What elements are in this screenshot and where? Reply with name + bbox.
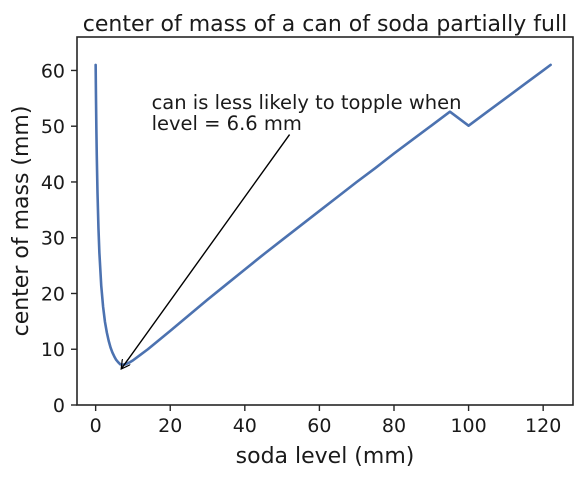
- annotation-line-1: can is less likely to topple when: [152, 91, 462, 114]
- x-tick-label: 120: [525, 415, 561, 437]
- y-tick-label: 10: [41, 339, 65, 361]
- annotation-text: can is less likely to topple when level …: [152, 91, 468, 135]
- y-tick-label: 30: [41, 228, 65, 250]
- y-axis-label: center of mass (mm): [9, 106, 34, 337]
- x-tick-label: 60: [307, 415, 331, 437]
- y-tick-label: 20: [41, 283, 65, 305]
- x-tick-label: 80: [382, 415, 406, 437]
- y-axis-ticks: 0 10 20 30 40 50 60: [41, 60, 77, 417]
- y-tick-label: 0: [53, 395, 65, 417]
- plot-frame: [76, 36, 574, 406]
- x-tick-label: 20: [158, 415, 182, 437]
- x-tick-label: 40: [233, 415, 257, 437]
- chart-title: center of mass of a can of soda partiall…: [83, 12, 567, 37]
- annotation-arrow: [122, 134, 291, 369]
- center-of-mass-line: [94, 63, 552, 367]
- y-tick-label: 50: [41, 116, 65, 138]
- x-axis-ticks: 0 20 40 60 80 100 120: [90, 405, 561, 437]
- y-tick-label: 40: [41, 172, 65, 194]
- x-tick-label: 100: [450, 415, 486, 437]
- x-tick-label: 0: [90, 415, 102, 437]
- y-tick-label: 60: [41, 60, 65, 82]
- x-axis-label: soda level (mm): [236, 444, 415, 469]
- annotation-line-2: level = 6.6 mm: [152, 112, 302, 135]
